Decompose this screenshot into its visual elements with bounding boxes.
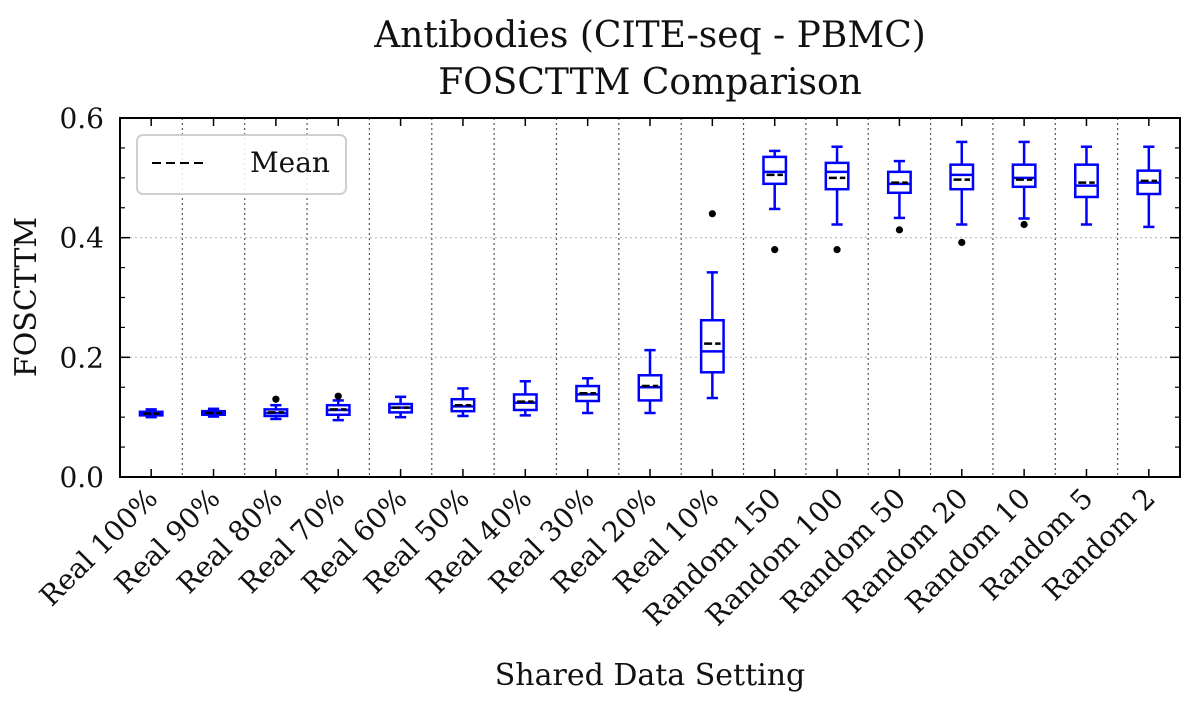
outlier-point	[833, 246, 841, 254]
box-8	[575, 377, 601, 415]
box-body	[699, 318, 725, 374]
box-layer	[138, 140, 1162, 422]
box-3	[263, 395, 289, 421]
outlier-point	[771, 246, 779, 254]
y-tick-label: 0.0	[59, 461, 104, 494]
box-body	[949, 163, 975, 191]
box-7	[512, 380, 538, 417]
box-2	[201, 407, 227, 418]
box-12	[824, 145, 850, 254]
box-17	[1136, 145, 1162, 229]
box-13	[886, 159, 912, 234]
chart-title: Antibodies (CITE-seq - PBMC)	[373, 15, 926, 56]
legend-box	[136, 134, 347, 195]
box-11	[762, 149, 788, 254]
chart-subtitle: FOSCTTM Comparison	[438, 62, 862, 103]
box-14	[949, 140, 975, 247]
outlier-point	[895, 226, 904, 234]
box-1	[138, 408, 164, 419]
outlier-point	[708, 210, 716, 218]
box-6	[450, 387, 476, 418]
box-4	[325, 392, 351, 422]
box-body	[824, 161, 850, 191]
box-5	[388, 395, 414, 419]
box-body	[1073, 163, 1099, 199]
legend-mean-label: Mean	[250, 146, 330, 179]
box-body	[762, 155, 788, 186]
box-body	[886, 170, 912, 195]
box-16	[1073, 145, 1099, 226]
y-tick-label: 0.2	[59, 341, 104, 374]
y-tick-label: 0.4	[59, 222, 104, 255]
outlier-point	[334, 392, 342, 400]
tick-layer	[120, 117, 1180, 478]
outlier-point	[1020, 220, 1028, 229]
box-15	[1011, 140, 1037, 229]
x-axis-label: Shared Data Setting	[495, 658, 806, 693]
y-tick-labels: 0.0 0.2 0.4 0.6	[59, 102, 104, 494]
outlier-point	[958, 238, 966, 247]
box-10	[699, 210, 725, 400]
y-axis-label: FOSCTTM	[9, 217, 44, 377]
y-tick-label: 0.6	[59, 102, 104, 135]
box-body	[1011, 163, 1037, 189]
legend: Mean	[136, 134, 347, 195]
outlier-point	[272, 395, 280, 403]
x-tick-labels: Real 100%Real 90%Real 80%Real 70%Real 60…	[33, 482, 1162, 633]
box-9	[637, 348, 663, 415]
